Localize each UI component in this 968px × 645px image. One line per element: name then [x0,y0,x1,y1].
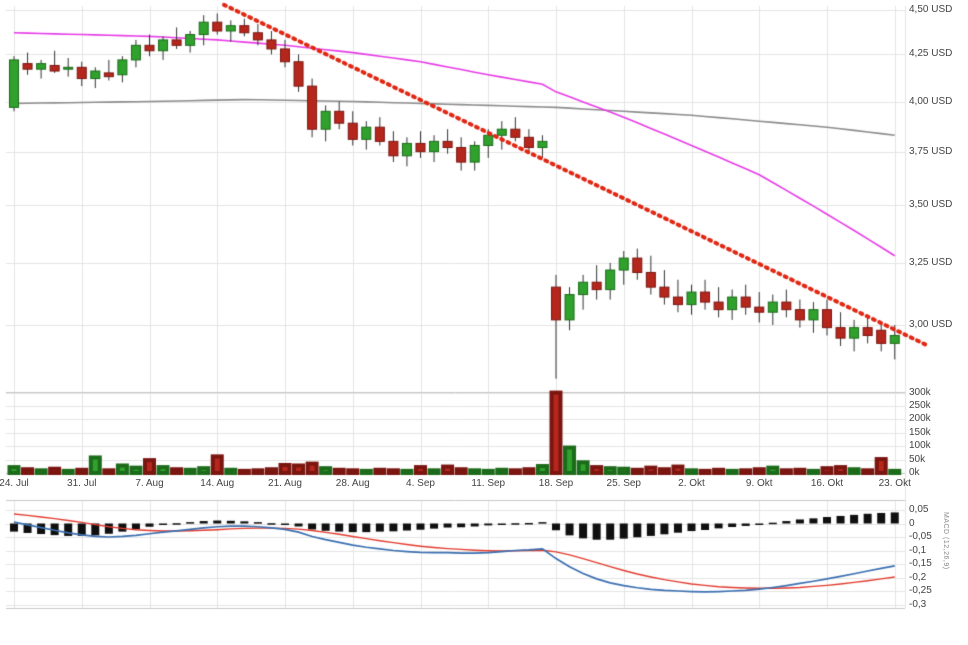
macd-indicator-label: MACD (12,26,9) [942,512,949,570]
